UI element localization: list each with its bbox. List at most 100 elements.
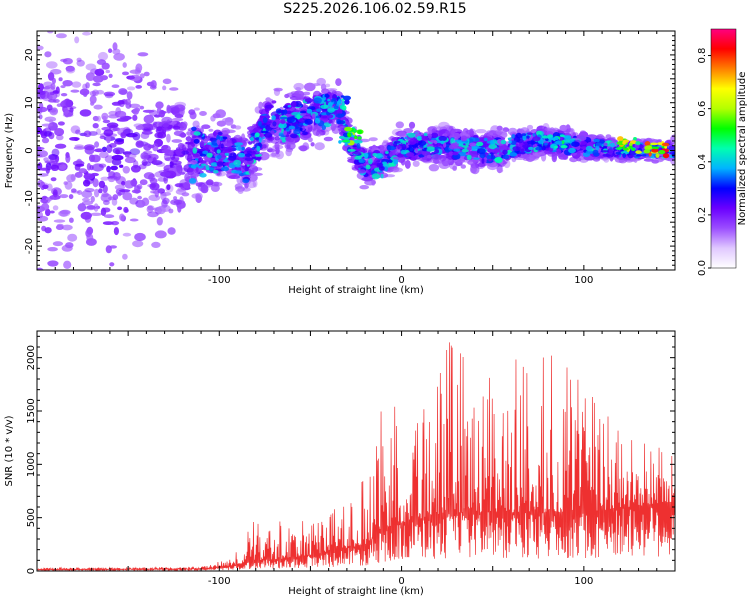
spectral-blob xyxy=(408,139,417,145)
spectral-blob xyxy=(156,216,163,226)
spectral-blob xyxy=(126,91,133,100)
spectral-blob xyxy=(62,58,73,65)
peak-hotspot xyxy=(544,142,548,146)
spectral-blob xyxy=(330,123,336,131)
spectral-blob xyxy=(46,104,53,111)
spectral-blob xyxy=(257,121,262,127)
y-tick-label: 0 xyxy=(24,147,35,153)
spectral-blob xyxy=(108,73,113,78)
spectral-blob xyxy=(486,162,499,171)
spectral-blob xyxy=(190,159,198,165)
peak-hotspot xyxy=(633,137,637,141)
spectral-blob xyxy=(255,153,262,157)
colorbar-tick-label: 0.0 xyxy=(697,260,708,276)
spectral-blob xyxy=(261,144,267,149)
spectral-blob xyxy=(526,124,534,130)
spectral-blob xyxy=(102,184,108,193)
spectral-blob xyxy=(227,156,237,161)
spectrogram-blobs xyxy=(37,31,675,270)
spectral-blob xyxy=(41,137,50,144)
spectral-blob xyxy=(132,108,139,115)
spectral-blob xyxy=(69,217,74,223)
spectral-blob xyxy=(498,151,503,156)
spectral-blob xyxy=(304,118,313,125)
spectral-blob xyxy=(63,181,68,186)
spectral-blob xyxy=(77,203,87,212)
spectral-blob xyxy=(270,130,275,134)
spectral-blob xyxy=(481,158,485,164)
spectral-blob xyxy=(67,233,78,242)
spectral-blob xyxy=(122,62,127,68)
spectral-blob xyxy=(205,164,210,171)
spectral-blob xyxy=(497,168,504,173)
chart-title: S225.2026.106.02.59.R15 xyxy=(283,1,467,17)
spectral-blob xyxy=(578,135,587,141)
peak-hotspot xyxy=(629,142,633,146)
spectral-blob xyxy=(199,111,207,116)
spectral-blob xyxy=(109,262,115,267)
spectral-blob xyxy=(84,188,95,193)
spectral-blob xyxy=(85,72,95,81)
spectral-blob xyxy=(143,114,155,124)
spectral-blob xyxy=(368,158,373,165)
spectral-blob xyxy=(595,145,600,151)
spectral-blob xyxy=(82,31,91,36)
spectral-blob xyxy=(458,144,464,147)
spectral-blob xyxy=(237,188,244,194)
spectral-blob xyxy=(114,184,125,191)
spectral-blob xyxy=(526,135,530,139)
spectral-blob xyxy=(74,36,80,44)
spectral-blob xyxy=(541,145,546,151)
spectral-blob xyxy=(275,146,280,155)
peak-hotspot xyxy=(342,139,350,143)
spectral-blob xyxy=(571,141,580,147)
spectral-blob xyxy=(233,159,242,166)
spectral-blob xyxy=(308,137,313,143)
spectral-blob xyxy=(141,159,148,166)
spectral-blob xyxy=(122,166,130,174)
spectral-blob xyxy=(249,136,255,142)
spectral-blob xyxy=(97,51,109,61)
spectral-blob xyxy=(494,156,503,164)
spectral-blob xyxy=(54,143,67,149)
spectral-blob xyxy=(426,148,435,152)
spectral-blob xyxy=(86,233,94,242)
spectral-blob xyxy=(511,134,516,139)
spectral-blob xyxy=(149,182,160,191)
spectral-blob xyxy=(146,205,154,213)
peak-hotspot xyxy=(662,153,670,159)
spectral-blob xyxy=(210,184,220,193)
spectral-blob xyxy=(77,190,83,195)
spectral-blob xyxy=(143,71,150,77)
spectral-blob xyxy=(75,163,85,167)
peak-hotspot xyxy=(562,139,571,143)
peak-hotspot xyxy=(324,94,330,98)
spectral-blob xyxy=(407,132,416,138)
spectral-blob xyxy=(569,138,576,141)
spectral-blob xyxy=(294,100,302,108)
spectral-blob xyxy=(355,148,361,152)
spectral-blob xyxy=(285,136,292,141)
spectral-blob xyxy=(108,177,115,183)
x-tick-label: 0 xyxy=(398,275,404,286)
spectral-blob xyxy=(189,111,197,120)
spectral-blob xyxy=(244,157,254,162)
spectral-blob xyxy=(48,154,58,160)
spectral-blob xyxy=(49,107,58,116)
spectral-blob xyxy=(453,148,461,152)
spectral-blob xyxy=(115,138,125,142)
spectral-blob xyxy=(78,168,88,174)
spectral-blob xyxy=(203,159,213,164)
spectral-blob xyxy=(320,104,329,109)
spectral-blob xyxy=(63,260,72,269)
spectral-blob xyxy=(488,143,498,150)
spectral-blob xyxy=(103,91,116,97)
spectral-blob xyxy=(135,125,144,130)
spectral-blob xyxy=(421,135,429,141)
spectral-blob xyxy=(358,158,366,164)
spectral-blob xyxy=(160,171,171,177)
spectral-blob xyxy=(191,126,197,131)
spectral-blob xyxy=(265,104,274,109)
spectral-blob xyxy=(101,112,109,121)
spectral-blob xyxy=(609,142,615,148)
